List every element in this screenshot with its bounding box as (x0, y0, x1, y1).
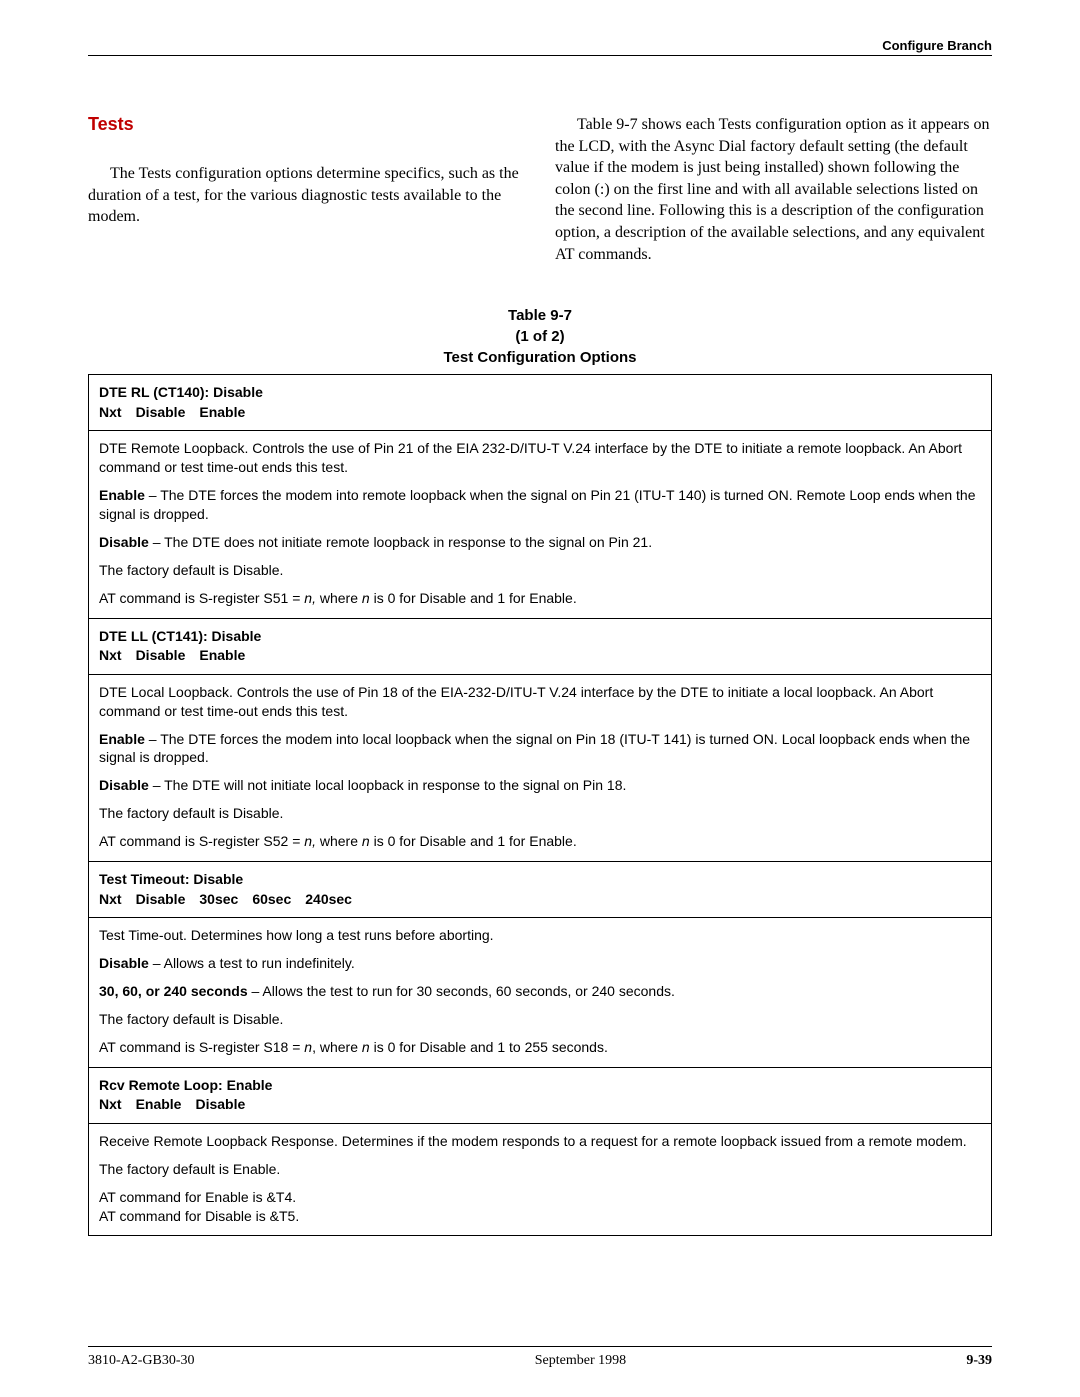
option-paragraph: Disable – The DTE does not initiate remo… (99, 533, 981, 552)
option-header-line2: NxtDisable30sec60sec240sec (99, 890, 981, 910)
option-body: DTE Remote Loopback. Controls the use of… (89, 431, 991, 617)
option-header: DTE RL (CT140): DisableNxtDisableEnable (89, 375, 991, 431)
page-header: Configure Branch (88, 38, 992, 56)
right-column: Table 9-7 shows each Tests configuration… (555, 114, 992, 265)
intro-paragraph: The Tests configuration options determin… (88, 163, 525, 228)
option-header-line1: DTE RL (CT140): Disable (99, 383, 981, 403)
option-paragraph: Test Time-out. Determines how long a tes… (99, 926, 981, 945)
page-footer: 3810-A2-GB30-30 September 1998 9-39 (88, 1346, 992, 1369)
option-header-line1: DTE LL (CT141): Disable (99, 627, 981, 647)
option-header: DTE LL (CT141): DisableNxtDisableEnable (89, 618, 991, 675)
header-section-label: Configure Branch (88, 38, 992, 53)
option-paragraph: DTE Remote Loopback. Controls the use of… (99, 439, 981, 477)
option-body: Test Time-out. Determines how long a tes… (89, 918, 991, 1066)
option-header-line1: Test Timeout: Disable (99, 870, 981, 890)
leadin-paragraph: Table 9-7 shows each Tests configuration… (555, 114, 992, 265)
caption-line-3: Test Configuration Options (88, 347, 992, 368)
option-paragraph: The factory default is Enable. (99, 1160, 981, 1179)
option-paragraph: Enable – The DTE forces the modem into l… (99, 730, 981, 768)
footer-doc-id: 3810-A2-GB30-30 (88, 1353, 195, 1369)
option-paragraph: AT command is S-register S51 = n, where … (99, 589, 981, 608)
option-paragraph: Disable – The DTE will not initiate loca… (99, 776, 981, 795)
option-paragraph: The factory default is Disable. (99, 804, 981, 823)
caption-line-2: (1 of 2) (88, 326, 992, 347)
option-paragraph: AT command for Enable is &T4. (99, 1188, 981, 1207)
test-config-table: DTE RL (CT140): DisableNxtDisableEnableD… (88, 374, 992, 1236)
option-header-line2: NxtDisableEnable (99, 646, 981, 666)
option-header-line2: NxtEnableDisable (99, 1095, 981, 1115)
option-paragraph: Receive Remote Loopback Response. Determ… (99, 1132, 981, 1151)
option-paragraph: DTE Local Loopback. Controls the use of … (99, 683, 981, 721)
option-body: DTE Local Loopback. Controls the use of … (89, 675, 991, 861)
table-caption: Table 9-7 (1 of 2) Test Configuration Op… (88, 305, 992, 368)
option-header: Test Timeout: DisableNxtDisable30sec60se… (89, 861, 991, 918)
option-header-line1: Rcv Remote Loop: Enable (99, 1076, 981, 1096)
footer-date: September 1998 (535, 1353, 626, 1369)
left-column: Tests The Tests configuration options de… (88, 114, 525, 265)
section-title: Tests (88, 114, 525, 135)
caption-line-1: Table 9-7 (88, 305, 992, 326)
option-body: Receive Remote Loopback Response. Determ… (89, 1124, 991, 1236)
option-paragraph: The factory default is Disable. (99, 561, 981, 580)
option-paragraph: The factory default is Disable. (99, 1010, 981, 1029)
intro-columns: Tests The Tests configuration options de… (88, 114, 992, 265)
option-paragraph: Disable – Allows a test to run indefinit… (99, 954, 981, 973)
option-paragraph: Enable – The DTE forces the modem into r… (99, 486, 981, 524)
option-paragraph: AT command for Disable is &T5. (99, 1207, 981, 1226)
option-header-line2: NxtDisableEnable (99, 403, 981, 423)
option-header: Rcv Remote Loop: EnableNxtEnableDisable (89, 1067, 991, 1124)
option-paragraph: AT command is S-register S52 = n, where … (99, 832, 981, 851)
option-paragraph: 30, 60, or 240 seconds – Allows the test… (99, 982, 981, 1001)
option-paragraph: AT command is S-register S18 = n, where … (99, 1038, 981, 1057)
footer-page-number: 9-39 (966, 1353, 992, 1369)
